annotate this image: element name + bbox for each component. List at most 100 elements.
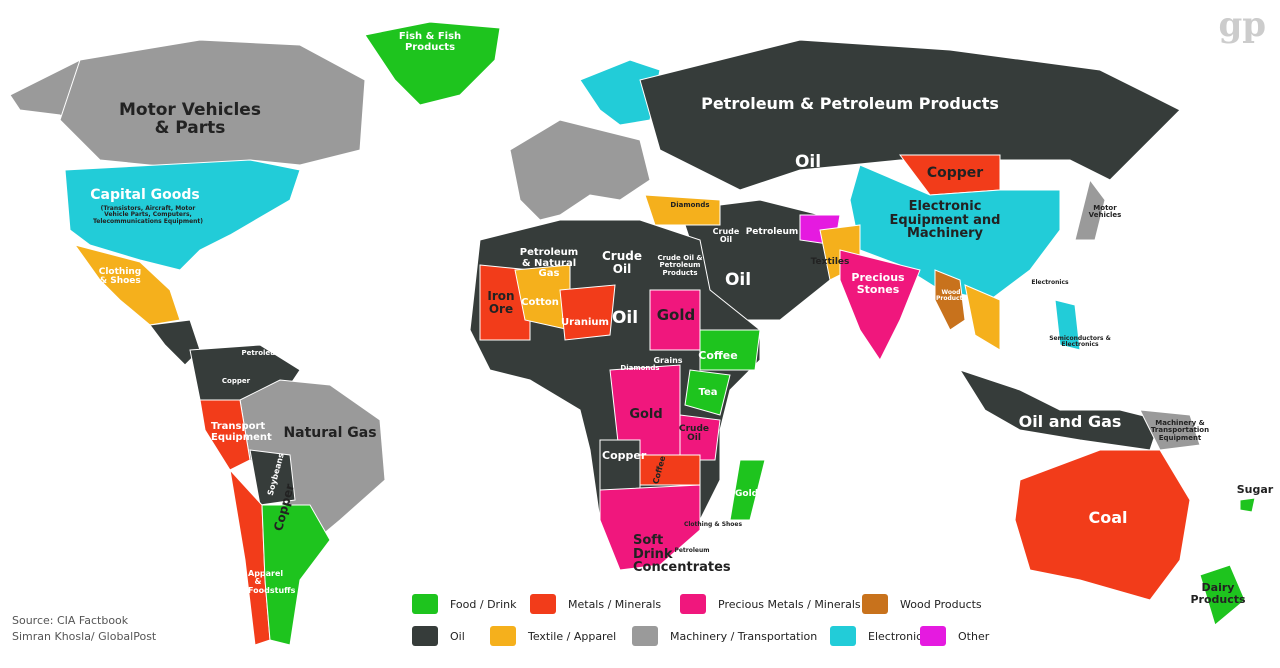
region-label: Uranium <box>561 317 609 328</box>
legend-swatch <box>530 594 556 614</box>
region-label: Semiconductors & Electronics <box>1049 335 1111 349</box>
legend-label: Machinery / Transportation <box>670 629 818 643</box>
region-label: Grains <box>653 356 683 365</box>
ethiopia <box>699 329 761 371</box>
australia <box>1014 449 1191 601</box>
legend-item: Textile / Apparel <box>490 626 616 646</box>
legend-item: Wood Products <box>862 594 982 614</box>
legend-label: Other <box>958 629 990 643</box>
legend-item: Oil <box>412 626 465 646</box>
madagascar <box>729 459 766 521</box>
legend-swatch <box>680 594 706 614</box>
peru <box>199 399 251 471</box>
legend-item: Food / Drink <box>412 594 516 614</box>
region-label: Oil <box>724 270 752 290</box>
legend-swatch <box>412 626 438 646</box>
region-label: Sugar <box>1236 483 1274 496</box>
india <box>839 249 921 361</box>
region-label: Electronic Equipment and Machinery <box>889 199 1001 242</box>
legend-swatch <box>920 626 946 646</box>
region-label: Petroleum <box>241 349 283 357</box>
legend-label: Food / Drink <box>450 597 517 611</box>
legend-label: Wood Products <box>900 597 982 611</box>
legend-label: Textile / Apparel <box>528 629 617 643</box>
region-label: Petroleum & Petroleum Products <box>701 94 999 113</box>
legend-swatch <box>830 626 856 646</box>
legend-label: Oil <box>450 629 465 643</box>
region-label: Oil and Gas <box>1018 412 1122 431</box>
legend-item: Metals / Minerals <box>530 594 661 614</box>
argentina <box>261 504 331 646</box>
kenya <box>684 369 731 416</box>
japan <box>1074 178 1106 241</box>
new-zealand <box>1199 564 1246 626</box>
legend-item: Electronics <box>830 626 928 646</box>
region-label: Soft Drink Concentrates <box>633 533 731 576</box>
region-label: Diamonds <box>670 201 710 209</box>
bolivia <box>249 449 296 506</box>
region-label: Clothing & Shoes <box>98 267 142 287</box>
region-label: Apparel & Foodstuffs <box>248 569 295 594</box>
source: Source: CIA Factbook <box>12 614 129 627</box>
region-label: Tea <box>698 387 718 398</box>
legend-label: Electronics <box>868 629 928 643</box>
region-label: Cotton <box>521 297 559 308</box>
legend-swatch <box>412 594 438 614</box>
region-label: Clothing & Shoes <box>683 521 743 528</box>
legend-item: Precious Metals / Minerals <box>680 594 861 614</box>
region-label: Textiles <box>810 257 850 267</box>
region-label: Crude Oil <box>712 227 740 245</box>
southern-africa <box>599 484 701 571</box>
region-label: Copper <box>926 165 984 181</box>
region-label: Natural Gas <box>283 425 377 441</box>
canada <box>59 39 366 171</box>
region-label: Dairy Products <box>1190 581 1246 606</box>
mexico <box>73 244 181 326</box>
usa <box>64 159 301 271</box>
zambia <box>639 454 701 486</box>
region-label: Iron Ore <box>487 289 515 316</box>
region-label: Coal <box>1088 508 1128 527</box>
region-label: Motor Vehicles <box>1088 204 1122 220</box>
legend-swatch <box>490 626 516 646</box>
region-label: Gold <box>629 407 663 422</box>
tanzania <box>679 414 721 461</box>
fiji <box>1239 497 1256 513</box>
niger <box>559 284 616 341</box>
region-label: Petroleum <box>674 547 710 554</box>
legend-label: Precious Metals / Minerals <box>718 597 861 611</box>
philippines <box>1054 299 1081 351</box>
region-label: Fish & Fish Products <box>398 31 462 53</box>
myanmar <box>934 269 966 331</box>
png <box>1139 409 1201 451</box>
region-label: Electronics <box>1031 279 1069 286</box>
credit: Simran Khosla/ GlobalPost <box>12 630 157 643</box>
indonesia <box>958 369 1161 451</box>
region-label: Precious Stones <box>851 271 905 296</box>
legend-item: Machinery / Transportation <box>632 626 817 646</box>
region-label: Crude Oil <box>679 424 709 444</box>
russia <box>639 39 1181 191</box>
region-label: Oil <box>611 308 639 328</box>
legend-swatch <box>632 626 658 646</box>
region-label: Oil <box>794 152 822 172</box>
region-label: Motor Vehicles & Parts <box>119 100 261 138</box>
region-label: (Transistors, Aircraft, Motor Vehicle Pa… <box>92 205 204 225</box>
region-label: Capital Goods <box>90 187 200 203</box>
region-label: Gold <box>735 489 759 499</box>
turkey <box>644 194 721 226</box>
region-label: Petroleum <box>745 227 799 237</box>
legend-swatch <box>862 594 888 614</box>
europe <box>509 119 651 221</box>
region-label: Gold <box>656 306 696 324</box>
region-label: Machinery & Transportation Equipment <box>1150 419 1210 442</box>
region-label: Diamonds <box>620 364 660 372</box>
region-label: Coffee <box>698 349 738 362</box>
logo: gp <box>1218 5 1266 45</box>
region-label: Petroleum & Natural Gas <box>519 247 579 279</box>
region-label: Copper <box>602 449 647 462</box>
legend-item: Other <box>920 626 989 646</box>
region-label: Crude Oil <box>602 249 642 276</box>
legend-label: Metals / Minerals <box>568 597 662 611</box>
